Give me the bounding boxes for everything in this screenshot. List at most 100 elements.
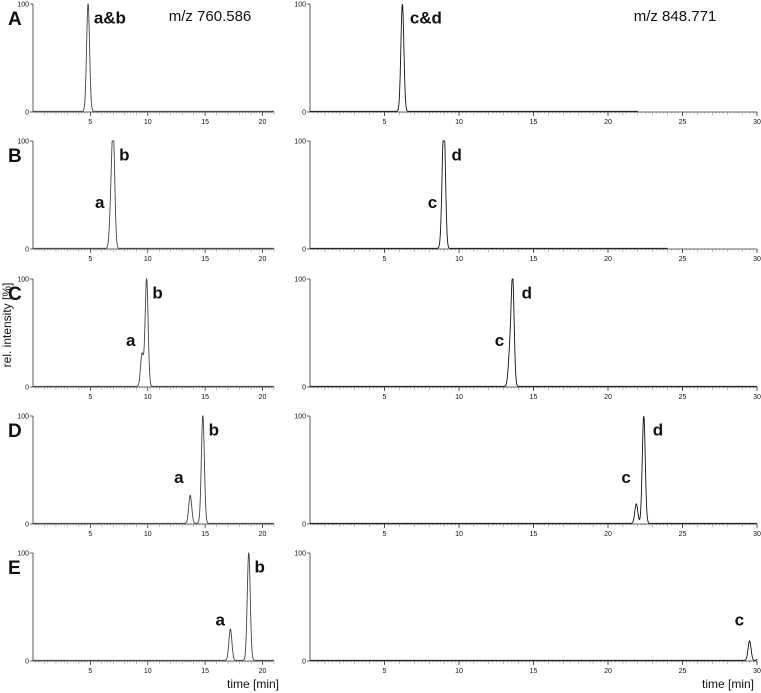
- peak-label: b: [209, 420, 219, 439]
- x-tick-label: 25: [679, 119, 687, 126]
- x-tick-label: 20: [259, 668, 267, 675]
- chart-panel-d-right: 5 10 15 20 25 30 0 100 c d: [294, 414, 761, 539]
- y-tick-label: 0: [302, 247, 306, 254]
- x-tick-label: 30: [753, 119, 761, 126]
- chromatogram-trace: [310, 278, 757, 387]
- x-tick-label: 20: [259, 531, 267, 538]
- peak-label: d: [522, 283, 532, 302]
- y-tick-label: 0: [302, 659, 306, 666]
- chart-panel-a-left: 5 10 15 20 0 100 a&b A m/z 760.586: [8, 2, 275, 126]
- chart-panel-b-left: 5 10 15 20 0 100 a b B: [8, 139, 275, 263]
- x-tick-label: 25: [679, 668, 687, 675]
- x-tick-label: 20: [604, 119, 612, 126]
- y-tick-label: 100: [17, 139, 29, 146]
- peak-label: a: [174, 468, 184, 487]
- chromatogram-trace: [310, 415, 757, 524]
- chromatogram-trace: [33, 415, 274, 524]
- x-tick-label: 15: [530, 119, 538, 126]
- x-tick-label: 15: [201, 668, 209, 675]
- x-tick-label: 10: [455, 256, 463, 263]
- peak-label: c: [621, 468, 630, 487]
- x-tick-label: 15: [201, 531, 209, 538]
- x-tick-label: 10: [144, 256, 152, 263]
- x-tick-label: 15: [201, 119, 209, 126]
- y-tick-label: 100: [17, 414, 29, 421]
- mz-annotation: m/z 760.586: [169, 8, 252, 25]
- chromatogram-trace: [33, 3, 274, 112]
- peak-label: c: [735, 610, 744, 629]
- peak-label: a: [126, 331, 136, 350]
- x-tick-label: 5: [383, 119, 387, 126]
- y-tick-label: 100: [294, 414, 306, 421]
- peak-label: b: [119, 145, 129, 164]
- peak-label: d: [452, 145, 462, 164]
- x-tick-label: 15: [201, 394, 209, 401]
- panel-letter: A: [8, 9, 22, 30]
- x-tick-label: 10: [144, 531, 152, 538]
- peak-label: a&b: [94, 8, 126, 27]
- x-tick-label: 20: [604, 531, 612, 538]
- x-tick-label: 10: [455, 668, 463, 675]
- x-tick-label: 30: [753, 531, 761, 538]
- chart-panel-e-left: 5 10 15 20 0 100 a b E: [8, 551, 275, 675]
- x-tick-label: 30: [753, 394, 761, 401]
- y-tick-label: 0: [302, 110, 306, 117]
- x-tick-label: 5: [88, 668, 92, 675]
- mz-annotation: m/z 848.771: [634, 8, 717, 25]
- x-tick-label: 5: [383, 668, 387, 675]
- x-tick-label: 25: [679, 394, 687, 401]
- peak-label: b: [152, 283, 162, 302]
- x-tick-label: 5: [88, 531, 92, 538]
- x-tick-label: 10: [455, 394, 463, 401]
- chromatogram-trace: [33, 278, 274, 387]
- x-tick-label: 5: [383, 394, 387, 401]
- peak-label: c: [428, 193, 437, 212]
- y-tick-label: 0: [302, 522, 306, 529]
- x-tick-label: 30: [753, 256, 761, 263]
- chromatogram-trace: [33, 552, 274, 661]
- y-tick-label: 100: [17, 551, 29, 558]
- peak-label: b: [254, 557, 264, 576]
- x-tick-label: 20: [259, 119, 267, 126]
- peak-label: a: [215, 610, 225, 629]
- y-axis-title: rel. intensity [%]: [0, 283, 14, 368]
- chromatogram-trace: [310, 3, 638, 112]
- chart-panel-c-right: 5 10 15 20 25 30 0 100 c d: [294, 277, 761, 402]
- peak-label: d: [653, 420, 663, 439]
- x-tick-label: 20: [604, 668, 612, 675]
- y-tick-label: 0: [25, 522, 29, 529]
- x-tick-label: 10: [455, 531, 463, 538]
- x-tick-label: 15: [530, 256, 538, 263]
- x-tick-label: 5: [88, 256, 92, 263]
- chart-panel-c-left: 5 10 15 20 0 100 a b C: [8, 277, 275, 401]
- y-tick-label: 100: [294, 551, 306, 558]
- x-tick-label: 15: [530, 668, 538, 675]
- chart-panel-a-right: 5 10 15 20 25 30 0 100 c&d m/z 848.771: [294, 2, 761, 127]
- x-tick-label: 10: [144, 119, 152, 126]
- panel-letter: B: [8, 146, 22, 167]
- x-tick-label: 15: [530, 531, 538, 538]
- y-tick-label: 0: [25, 659, 29, 666]
- y-tick-label: 0: [25, 247, 29, 254]
- chart-panel-b-right: 5 10 15 20 25 30 0 100 c d: [294, 139, 761, 264]
- x-tick-label: 15: [201, 256, 209, 263]
- peak-label: c: [495, 331, 504, 350]
- x-tick-label: 5: [383, 256, 387, 263]
- x-tick-label: 5: [88, 394, 92, 401]
- y-tick-label: 100: [294, 139, 306, 146]
- x-tick-label: 10: [144, 668, 152, 675]
- chart-panel-d-left: 5 10 15 20 0 100 a b D: [8, 414, 275, 538]
- x-tick-label: 20: [604, 394, 612, 401]
- panel-letter: E: [8, 558, 21, 579]
- x-tick-label: 15: [530, 394, 538, 401]
- chromatogram-trace: [33, 140, 274, 249]
- panel-letter: D: [8, 421, 22, 442]
- y-tick-label: 0: [25, 385, 29, 392]
- x-tick-label: 10: [455, 119, 463, 126]
- y-tick-label: 100: [17, 277, 29, 284]
- chromatogram-trace: [310, 140, 668, 249]
- x-tick-label: 5: [88, 119, 92, 126]
- x-tick-label: 20: [259, 394, 267, 401]
